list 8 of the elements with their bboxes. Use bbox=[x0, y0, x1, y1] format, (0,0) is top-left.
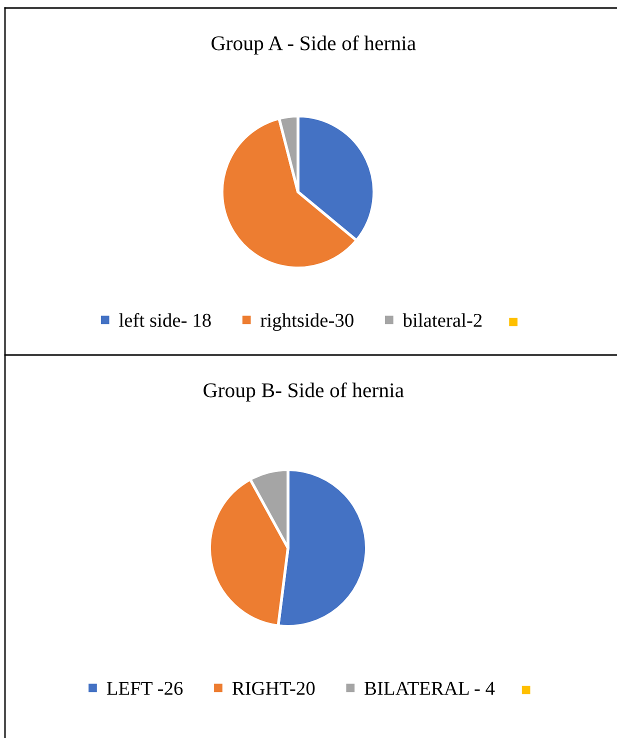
legend-label: LEFT -26 bbox=[106, 682, 183, 695]
legend-label: RIGHT-20 bbox=[232, 682, 315, 695]
chart-title: Group B- Side of hernia bbox=[204, 382, 404, 402]
legend-label: rightside-30 bbox=[260, 313, 354, 331]
legend-label: bilateral-2 bbox=[402, 313, 482, 327]
legend-label: left side- 18 bbox=[119, 313, 211, 327]
legend-label: BILATERAL - 4 bbox=[364, 682, 495, 695]
chart-title: Group A - Side of hernia bbox=[212, 35, 416, 55]
